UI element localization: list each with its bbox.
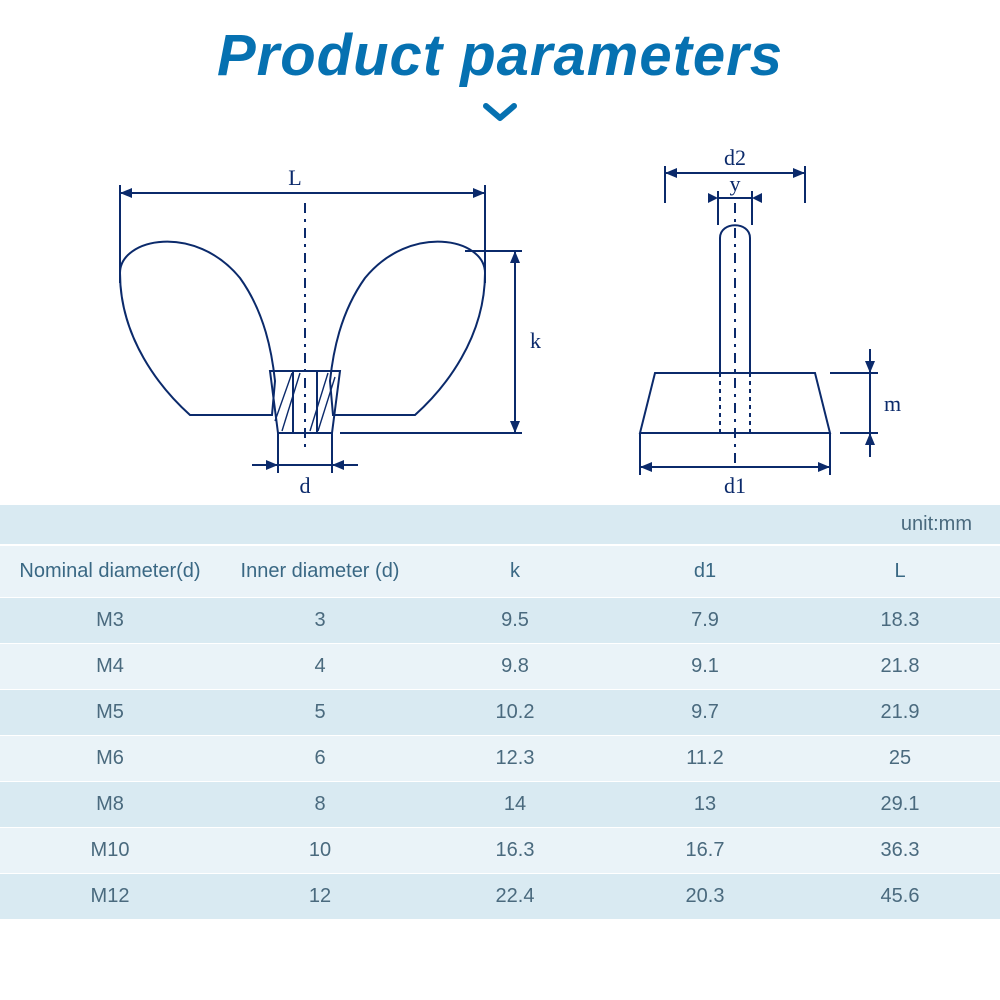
cell: 29.1 — [800, 782, 1000, 828]
dim-label-y: y — [730, 171, 741, 196]
cell: 21.8 — [800, 644, 1000, 690]
col-L: L — [800, 546, 1000, 598]
cell: 9.7 — [610, 690, 800, 736]
table-row: M3 3 9.5 7.9 18.3 — [0, 598, 1000, 644]
col-d1: d1 — [610, 546, 800, 598]
cell: 11.2 — [610, 736, 800, 782]
table-body: M3 3 9.5 7.9 18.3 M4 4 9.8 9.1 21.8 M5 5… — [0, 598, 1000, 920]
wing-nut-diagram: L — [0, 125, 1000, 505]
cell: 16.3 — [420, 828, 610, 874]
col-inner-d: Inner diameter (d) — [220, 546, 420, 598]
parameters-table: Nominal diameter(d) Inner diameter (d) k… — [0, 545, 1000, 919]
cell: 16.7 — [610, 828, 800, 874]
cell: 20.3 — [610, 874, 800, 920]
dim-label-d2: d2 — [724, 145, 746, 170]
cell: M12 — [0, 874, 220, 920]
dim-label-d: d — [300, 473, 311, 498]
cell: M6 — [0, 736, 220, 782]
table-row: M8 8 14 13 29.1 — [0, 782, 1000, 828]
cell: 36.3 — [800, 828, 1000, 874]
cell: 8 — [220, 782, 420, 828]
cell: M8 — [0, 782, 220, 828]
cell: 45.6 — [800, 874, 1000, 920]
table-row: M10 10 16.3 16.7 36.3 — [0, 828, 1000, 874]
cell: M3 — [0, 598, 220, 644]
dim-label-L: L — [288, 165, 301, 190]
cell: 6 — [220, 736, 420, 782]
col-nominal-d: Nominal diameter(d) — [0, 546, 220, 598]
cell: 25 — [800, 736, 1000, 782]
cell: 10 — [220, 828, 420, 874]
cell: 22.4 — [420, 874, 610, 920]
cell: 5 — [220, 690, 420, 736]
table-row: M4 4 9.8 9.1 21.8 — [0, 644, 1000, 690]
cell: M4 — [0, 644, 220, 690]
dim-label-k: k — [530, 328, 541, 353]
cell: M10 — [0, 828, 220, 874]
dim-label-d1: d1 — [724, 473, 746, 498]
cell: 21.9 — [800, 690, 1000, 736]
table-header-row: Nominal diameter(d) Inner diameter (d) k… — [0, 546, 1000, 598]
col-k: k — [420, 546, 610, 598]
cell: M5 — [0, 690, 220, 736]
table-row: M5 5 10.2 9.7 21.9 — [0, 690, 1000, 736]
cell: 14 — [420, 782, 610, 828]
cell: 3 — [220, 598, 420, 644]
cell: 9.8 — [420, 644, 610, 690]
page-title: Product parameters — [0, 0, 1000, 89]
unit-label: unit:mm — [0, 505, 1000, 545]
table-row: M6 6 12.3 11.2 25 — [0, 736, 1000, 782]
cell: 10.2 — [420, 690, 610, 736]
dim-label-m: m — [884, 391, 901, 416]
cell: 4 — [220, 644, 420, 690]
cell: 13 — [610, 782, 800, 828]
chevron-down-icon — [0, 89, 1000, 125]
table-row: M12 12 22.4 20.3 45.6 — [0, 874, 1000, 920]
cell: 12 — [220, 874, 420, 920]
cell: 9.5 — [420, 598, 610, 644]
cell: 9.1 — [610, 644, 800, 690]
cell: 12.3 — [420, 736, 610, 782]
cell: 18.3 — [800, 598, 1000, 644]
cell: 7.9 — [610, 598, 800, 644]
